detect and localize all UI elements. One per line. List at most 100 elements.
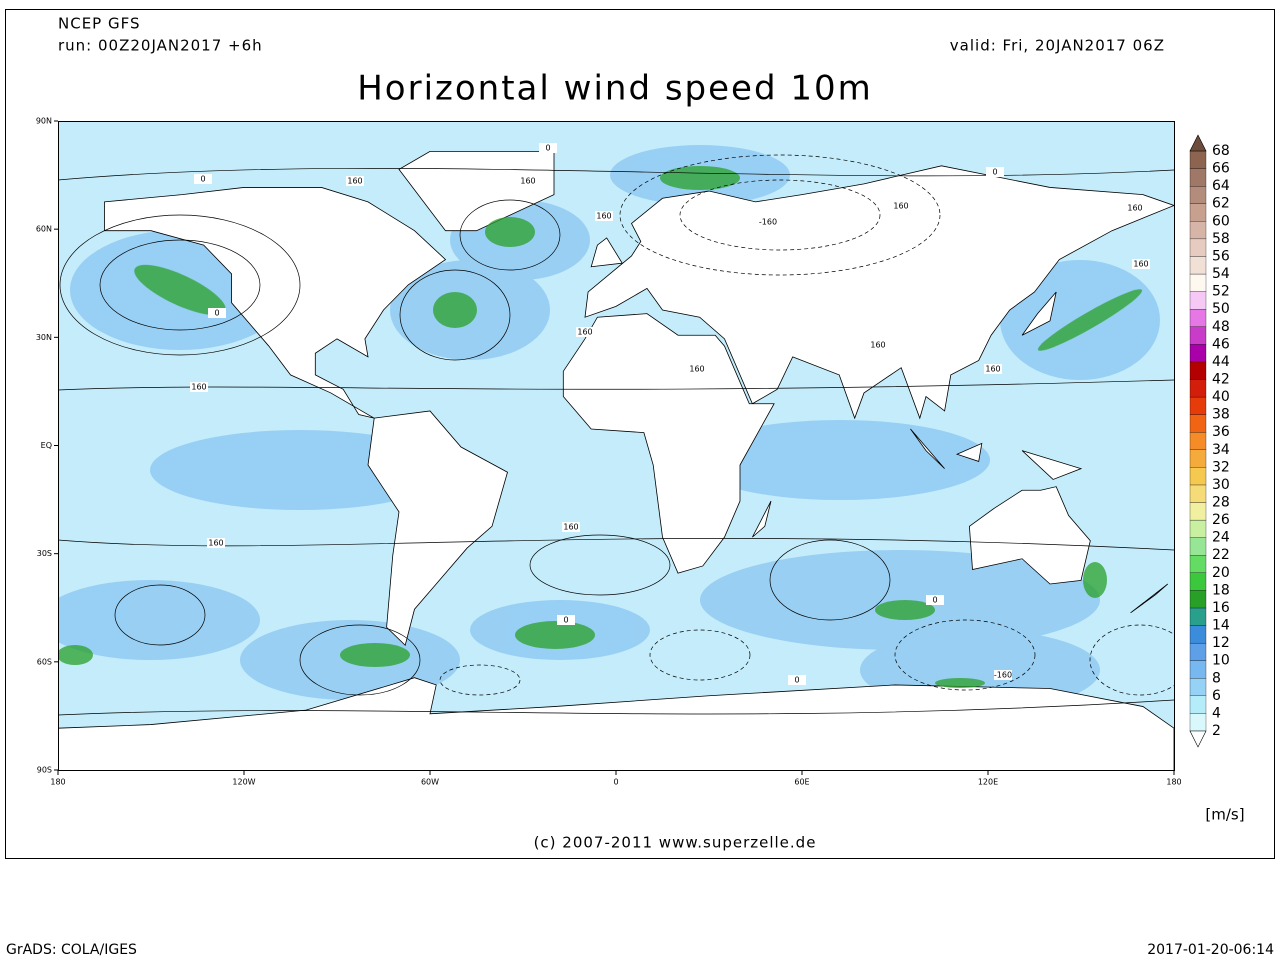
contour-label-bg — [1132, 259, 1150, 269]
contour-label: 0 — [214, 309, 219, 318]
colorbar-box — [1189, 238, 1207, 257]
colorbar-label: 34 — [1212, 442, 1230, 458]
colorbar-label: 22 — [1212, 547, 1230, 563]
colorbar-label: 2 — [1212, 723, 1221, 739]
colorbar-box — [1189, 414, 1207, 433]
contour-label: -160 — [759, 218, 777, 227]
colorbar-box — [1189, 467, 1207, 486]
colorbar-box — [1189, 484, 1207, 503]
colorbar-box — [1189, 678, 1207, 696]
colorbar-label: 38 — [1212, 407, 1230, 423]
colorbar-label: 36 — [1212, 424, 1230, 440]
colorbar-label: 24 — [1212, 530, 1230, 546]
colorbar-label: 4 — [1212, 705, 1221, 721]
contour-label: 160 — [208, 539, 223, 548]
contour-label: 160 — [520, 177, 535, 186]
lat-label: 30S — [37, 549, 52, 558]
landmass — [1021, 291, 1057, 336]
colorbar-label: 12 — [1212, 635, 1230, 651]
contour-label-bg — [595, 211, 613, 221]
landmass — [562, 313, 775, 574]
contour-label: 160 — [870, 341, 885, 350]
lon-label: 60W — [421, 778, 439, 787]
colorbar-label: 60 — [1212, 213, 1230, 229]
colorbar-label: 66 — [1212, 161, 1230, 177]
contour-label-bg — [788, 675, 806, 685]
colorbar-box — [1189, 203, 1207, 222]
colorbar-box — [1189, 660, 1207, 679]
colorbar-box — [1189, 607, 1207, 626]
colorbar-label: 30 — [1212, 477, 1230, 493]
credit: (c) 2007-2011 www.superzelle.de — [534, 834, 817, 852]
contour-label: 160 — [1127, 204, 1142, 213]
colorbar-label: 68 — [1212, 143, 1230, 159]
contour-label-bg — [892, 201, 910, 211]
colorbar-box — [1189, 326, 1207, 345]
colorbar-box — [1189, 449, 1207, 468]
colorbar-label: 62 — [1212, 196, 1230, 212]
colorbar-label: 54 — [1212, 266, 1230, 282]
lon-label: 0 — [613, 778, 618, 787]
colorbar-box — [1189, 625, 1207, 644]
lat-label: 30N — [36, 333, 52, 342]
colorbar-label: 44 — [1212, 354, 1230, 370]
colorbar-under — [1189, 730, 1207, 748]
colorbar-label: 42 — [1212, 371, 1230, 387]
lon-label: 180 — [50, 778, 65, 787]
landmass — [104, 187, 447, 419]
colorbar-box — [1189, 379, 1207, 398]
colorbar-box — [1189, 291, 1207, 310]
lat-label: 60N — [36, 225, 52, 234]
landmass — [367, 410, 508, 647]
colorbar-box — [1189, 695, 1207, 714]
colorbar-label: 10 — [1212, 653, 1230, 669]
landmass — [58, 677, 1174, 770]
contour-label-bg — [926, 595, 944, 605]
colorbar-label: 14 — [1212, 618, 1230, 634]
contour-labels: 160 0 160 160 0 -160 0 160 160 160 160 160 160 0 160 16… — [190, 143, 1150, 685]
colorbar-label: 46 — [1212, 336, 1230, 352]
contour-label: 160 — [985, 365, 1000, 374]
strong-wind — [58, 166, 1143, 688]
contour-label-bg — [194, 174, 212, 184]
lat-label: 60S — [37, 657, 52, 666]
landmass — [1130, 583, 1169, 614]
map: 160 0 160 160 0 -160 0 160 160 160 160 160 160 0 160 16… — [58, 121, 1174, 770]
contour-label-bg — [519, 176, 537, 186]
colorbar-box — [1189, 432, 1207, 450]
contour-label: 0 — [563, 616, 568, 625]
colorbar-over — [1189, 134, 1207, 152]
contour-label-bg — [576, 327, 594, 337]
landmass — [752, 500, 772, 538]
lon-label: 60E — [794, 778, 809, 787]
colorbar-label: 8 — [1212, 670, 1221, 686]
valid: valid: Fri, 20JAN2017 06Z — [950, 37, 1165, 55]
contour-label-bg — [994, 670, 1012, 680]
contour-label-bg — [1126, 203, 1144, 213]
contour-label: 0 — [932, 596, 937, 605]
colorbar-box — [1189, 642, 1207, 661]
lon-label: 120W — [232, 778, 255, 787]
contour-label-bg — [557, 615, 575, 625]
colorbar-box — [1189, 396, 1207, 415]
contour-label-bg — [539, 143, 557, 153]
contour-label: 0 — [545, 144, 550, 153]
colorbar-box — [1189, 555, 1207, 573]
colorbar-label: 26 — [1212, 512, 1230, 528]
landmass — [590, 237, 623, 268]
contour-label: -160 — [994, 671, 1012, 680]
contour-label: 160 — [577, 328, 592, 337]
model: NCEP GFS — [58, 15, 141, 33]
footer-right: 2017-01-20-06:14 — [1147, 942, 1274, 958]
colorbar-box — [1189, 186, 1207, 204]
contour-label: 160 — [893, 202, 908, 211]
colorbar-box — [1189, 150, 1207, 169]
contour-label-bg — [208, 308, 226, 318]
colorbar-box — [1189, 572, 1207, 591]
contour-label-bg — [207, 538, 225, 548]
lat-label: 90S — [37, 766, 52, 775]
colorbar-label: 16 — [1212, 600, 1230, 616]
landmass — [955, 442, 983, 462]
landmass — [968, 486, 1091, 585]
contour-label-bg — [190, 382, 208, 392]
